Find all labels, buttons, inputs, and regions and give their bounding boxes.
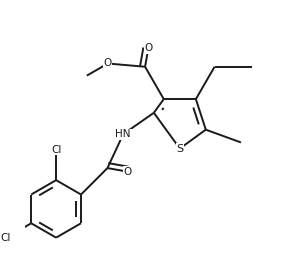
Text: Cl: Cl — [51, 145, 61, 155]
Text: O: O — [144, 43, 153, 53]
Text: HN: HN — [116, 129, 131, 139]
Text: O: O — [123, 167, 132, 177]
Text: Cl: Cl — [0, 233, 10, 243]
Text: S: S — [176, 144, 183, 154]
Text: O: O — [104, 59, 112, 68]
